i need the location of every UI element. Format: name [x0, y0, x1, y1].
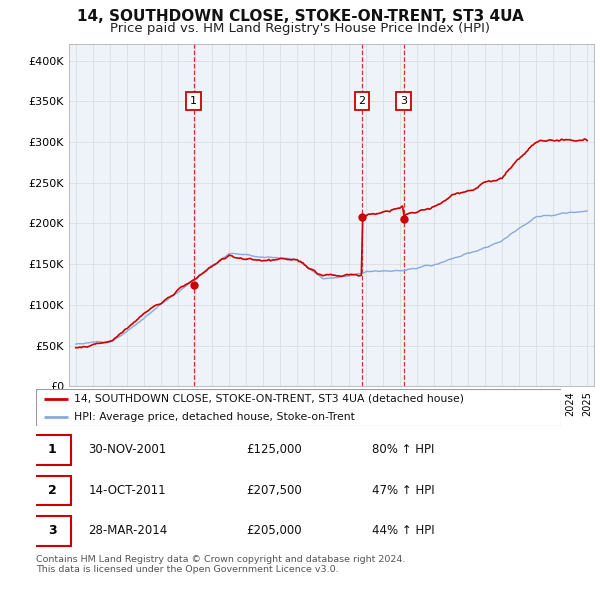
- Text: This data is licensed under the Open Government Licence v3.0.: This data is licensed under the Open Gov…: [36, 565, 338, 573]
- Text: 30-NOV-2001: 30-NOV-2001: [89, 443, 167, 456]
- Text: 47% ↑ HPI: 47% ↑ HPI: [372, 484, 434, 497]
- FancyBboxPatch shape: [34, 435, 71, 464]
- Text: 2: 2: [48, 484, 56, 497]
- Text: 3: 3: [48, 525, 56, 537]
- Text: Contains HM Land Registry data © Crown copyright and database right 2024.: Contains HM Land Registry data © Crown c…: [36, 555, 406, 563]
- Text: HPI: Average price, detached house, Stoke-on-Trent: HPI: Average price, detached house, Stok…: [74, 412, 355, 422]
- FancyBboxPatch shape: [34, 476, 71, 505]
- Text: 80% ↑ HPI: 80% ↑ HPI: [372, 443, 434, 456]
- FancyBboxPatch shape: [34, 516, 71, 546]
- Text: 28-MAR-2014: 28-MAR-2014: [89, 525, 168, 537]
- Text: 14-OCT-2011: 14-OCT-2011: [89, 484, 166, 497]
- Text: 1: 1: [48, 443, 56, 456]
- Text: £205,000: £205,000: [246, 525, 302, 537]
- Text: 14, SOUTHDOWN CLOSE, STOKE-ON-TRENT, ST3 4UA (detached house): 14, SOUTHDOWN CLOSE, STOKE-ON-TRENT, ST3…: [74, 394, 464, 404]
- Text: 3: 3: [400, 96, 407, 106]
- Text: Price paid vs. HM Land Registry's House Price Index (HPI): Price paid vs. HM Land Registry's House …: [110, 22, 490, 35]
- Text: £125,000: £125,000: [246, 443, 302, 456]
- Text: 44% ↑ HPI: 44% ↑ HPI: [372, 525, 434, 537]
- Text: 1: 1: [190, 96, 197, 106]
- Text: 2: 2: [358, 96, 365, 106]
- Text: £207,500: £207,500: [246, 484, 302, 497]
- Text: 14, SOUTHDOWN CLOSE, STOKE-ON-TRENT, ST3 4UA: 14, SOUTHDOWN CLOSE, STOKE-ON-TRENT, ST3…: [77, 9, 523, 24]
